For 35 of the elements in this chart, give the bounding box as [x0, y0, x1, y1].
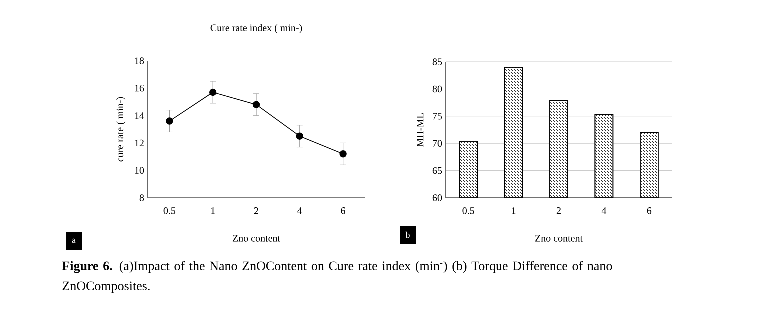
point — [296, 132, 304, 140]
x-tick-label: 0.5 — [164, 208, 176, 214]
text: b — [406, 232, 410, 238]
text: Figure 6. (a)Impact of the Nano ZnOContent on Cure rate index (min$^{-}$) (b) Torque Difference of nano ZnOComposites. — [62, 261, 612, 294]
y-tick-label: 8 — [140, 194, 144, 202]
y-tick-label: 75 — [433, 113, 442, 120]
x-tick-label: 2 — [254, 208, 258, 214]
y-axis-title: cure rate ( min-) — [116, 97, 126, 162]
point — [166, 118, 174, 125]
point — [252, 101, 260, 108]
x-tick-label: 1 — [512, 208, 516, 214]
x-tick-label: 4 — [602, 208, 607, 214]
x-tick-label: 4 — [298, 208, 302, 214]
point — [210, 88, 217, 96]
y-tick-label: 85 — [432, 58, 442, 66]
x-tick-label: 6 — [341, 208, 346, 214]
x-axis-title: Zno content — [232, 235, 280, 242]
y-tick-label: 65 — [432, 167, 442, 174]
y-tick-label: 60 — [432, 194, 442, 202]
x-tick-label: 6 — [647, 208, 652, 214]
y-tick-label: 70 — [433, 140, 442, 147]
x-tick-label: 0.5 — [462, 208, 474, 214]
chart-title: Cure rate index ( min-) — [210, 24, 302, 34]
y-tick-label: 14 — [135, 112, 144, 120]
y-tick-label: 16 — [135, 85, 144, 92]
y-tick-label: 12 — [135, 140, 144, 147]
point — [340, 150, 347, 158]
y-tick-label: 18 — [135, 58, 144, 64]
y-tick-label: 10 — [135, 167, 144, 174]
x-axis-title: Zno content — [535, 235, 583, 242]
y-axis-title: MH-ML — [417, 113, 424, 147]
x-tick-label: 1 — [211, 208, 216, 214]
y-tick-label: 80 — [432, 86, 442, 93]
x-tick-label: 2 — [556, 208, 561, 214]
text: a — [72, 238, 76, 244]
